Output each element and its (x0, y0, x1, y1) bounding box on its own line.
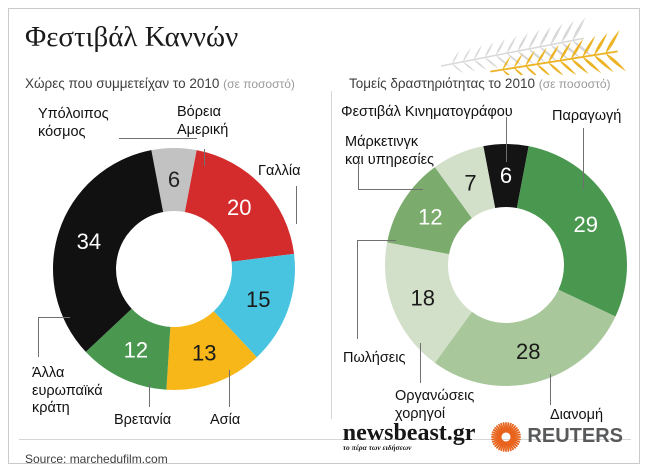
svg-text:18: 18 (411, 285, 435, 310)
svg-text:6: 6 (500, 163, 512, 188)
svg-text:12: 12 (124, 338, 148, 363)
svg-text:7: 7 (464, 170, 476, 195)
svg-text:20: 20 (227, 195, 251, 220)
svg-text:12: 12 (418, 205, 442, 230)
svg-text:29: 29 (573, 212, 597, 237)
svg-text:28: 28 (516, 339, 540, 364)
svg-text:15: 15 (246, 287, 270, 312)
svg-text:6: 6 (168, 167, 180, 192)
svg-text:34: 34 (77, 229, 101, 254)
svg-text:13: 13 (192, 341, 216, 366)
